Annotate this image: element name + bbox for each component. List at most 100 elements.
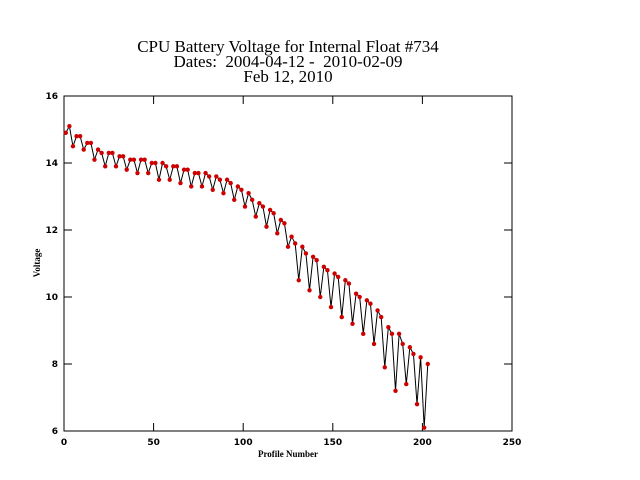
data-point [396,331,402,337]
data-point [242,204,248,209]
data-point [153,160,158,166]
chart-title: CPU Battery Voltage for Internal Float #… [137,37,439,56]
data-point [192,170,198,176]
data-point [267,207,273,213]
data-point [300,244,305,249]
y-tick-label: 6 [52,427,58,437]
data-point [63,130,68,136]
data-point [332,271,337,276]
data-point [81,147,86,152]
data-point [113,164,119,169]
data-point [249,197,255,203]
data-point [404,381,409,387]
data-point [77,134,83,139]
data-point [418,355,423,360]
data-point [335,274,341,280]
data-point [99,150,104,156]
y-axis-label: Voltage [32,249,42,278]
data-point [174,164,180,169]
data-point [318,294,323,300]
data-point [185,167,190,172]
data-point [321,264,327,270]
data-point [296,278,301,283]
data-point [257,201,262,206]
data-point [328,304,334,310]
data-point [228,180,233,186]
data-point [371,341,377,347]
data-point [346,281,352,286]
data-point [103,164,108,169]
data-point [325,268,330,273]
data-point [339,314,344,320]
data-point [67,123,72,129]
data-point [292,241,298,246]
data-point [343,278,348,283]
data-point [271,211,276,216]
x-tick-label: 200 [413,438,432,448]
data-point [282,221,287,226]
data-point [74,134,79,139]
x-tick-label: 0 [61,438,67,448]
data-point [382,365,387,370]
data-point [285,244,291,249]
data-point [289,234,294,239]
data-point [110,150,115,156]
data-point [400,341,405,347]
data-point [85,140,90,146]
chart-date: Feb 12, 2010 [243,67,332,86]
data-point [307,288,312,293]
data-point [160,160,165,166]
data-point [253,214,258,219]
data-point [425,361,430,367]
y-tick-label: 14 [45,159,58,169]
data-point [232,197,237,203]
data-point [364,298,370,303]
data-point [310,254,316,259]
data-point [131,157,137,162]
x-tick-label: 50 [147,438,160,448]
data-point [375,308,380,313]
x-tick-label: 250 [503,438,522,448]
data-point [275,231,280,236]
data-point [206,174,212,179]
data-point [210,187,215,192]
data-point [181,167,187,172]
data-point [246,190,251,196]
data-point [411,351,416,357]
data-point [146,170,151,176]
data-point [278,217,284,223]
data-point [361,331,366,337]
data-point [350,321,355,326]
data-point [124,167,129,172]
data-point [156,177,162,182]
data-point [167,177,172,182]
x-axis-label: Profile Number [258,449,318,459]
data-point [120,154,126,159]
data-point [407,345,413,350]
data-point [92,157,97,162]
x-tick-label: 150 [323,438,342,448]
data-point [196,170,201,176]
data-point [189,184,194,189]
data-point [106,150,112,156]
data-point [353,291,359,296]
data-point [135,170,140,176]
data-point [389,331,395,337]
data-point [414,402,420,407]
data-point [163,164,169,169]
data-point [260,204,266,209]
data-point [178,180,183,186]
data-point [171,164,176,169]
data-point [393,388,398,393]
data-point [235,184,241,189]
data-point [149,160,155,166]
y-tick-label: 8 [52,360,58,370]
series-line [65,124,429,428]
chart-subtitle: Dates: 2004-04-12 - 2010-02-09 [174,52,403,71]
data-point [117,154,122,159]
data-point [264,224,269,229]
x-tick-label: 100 [234,438,253,448]
data-point [128,157,133,162]
data-point [224,177,230,182]
